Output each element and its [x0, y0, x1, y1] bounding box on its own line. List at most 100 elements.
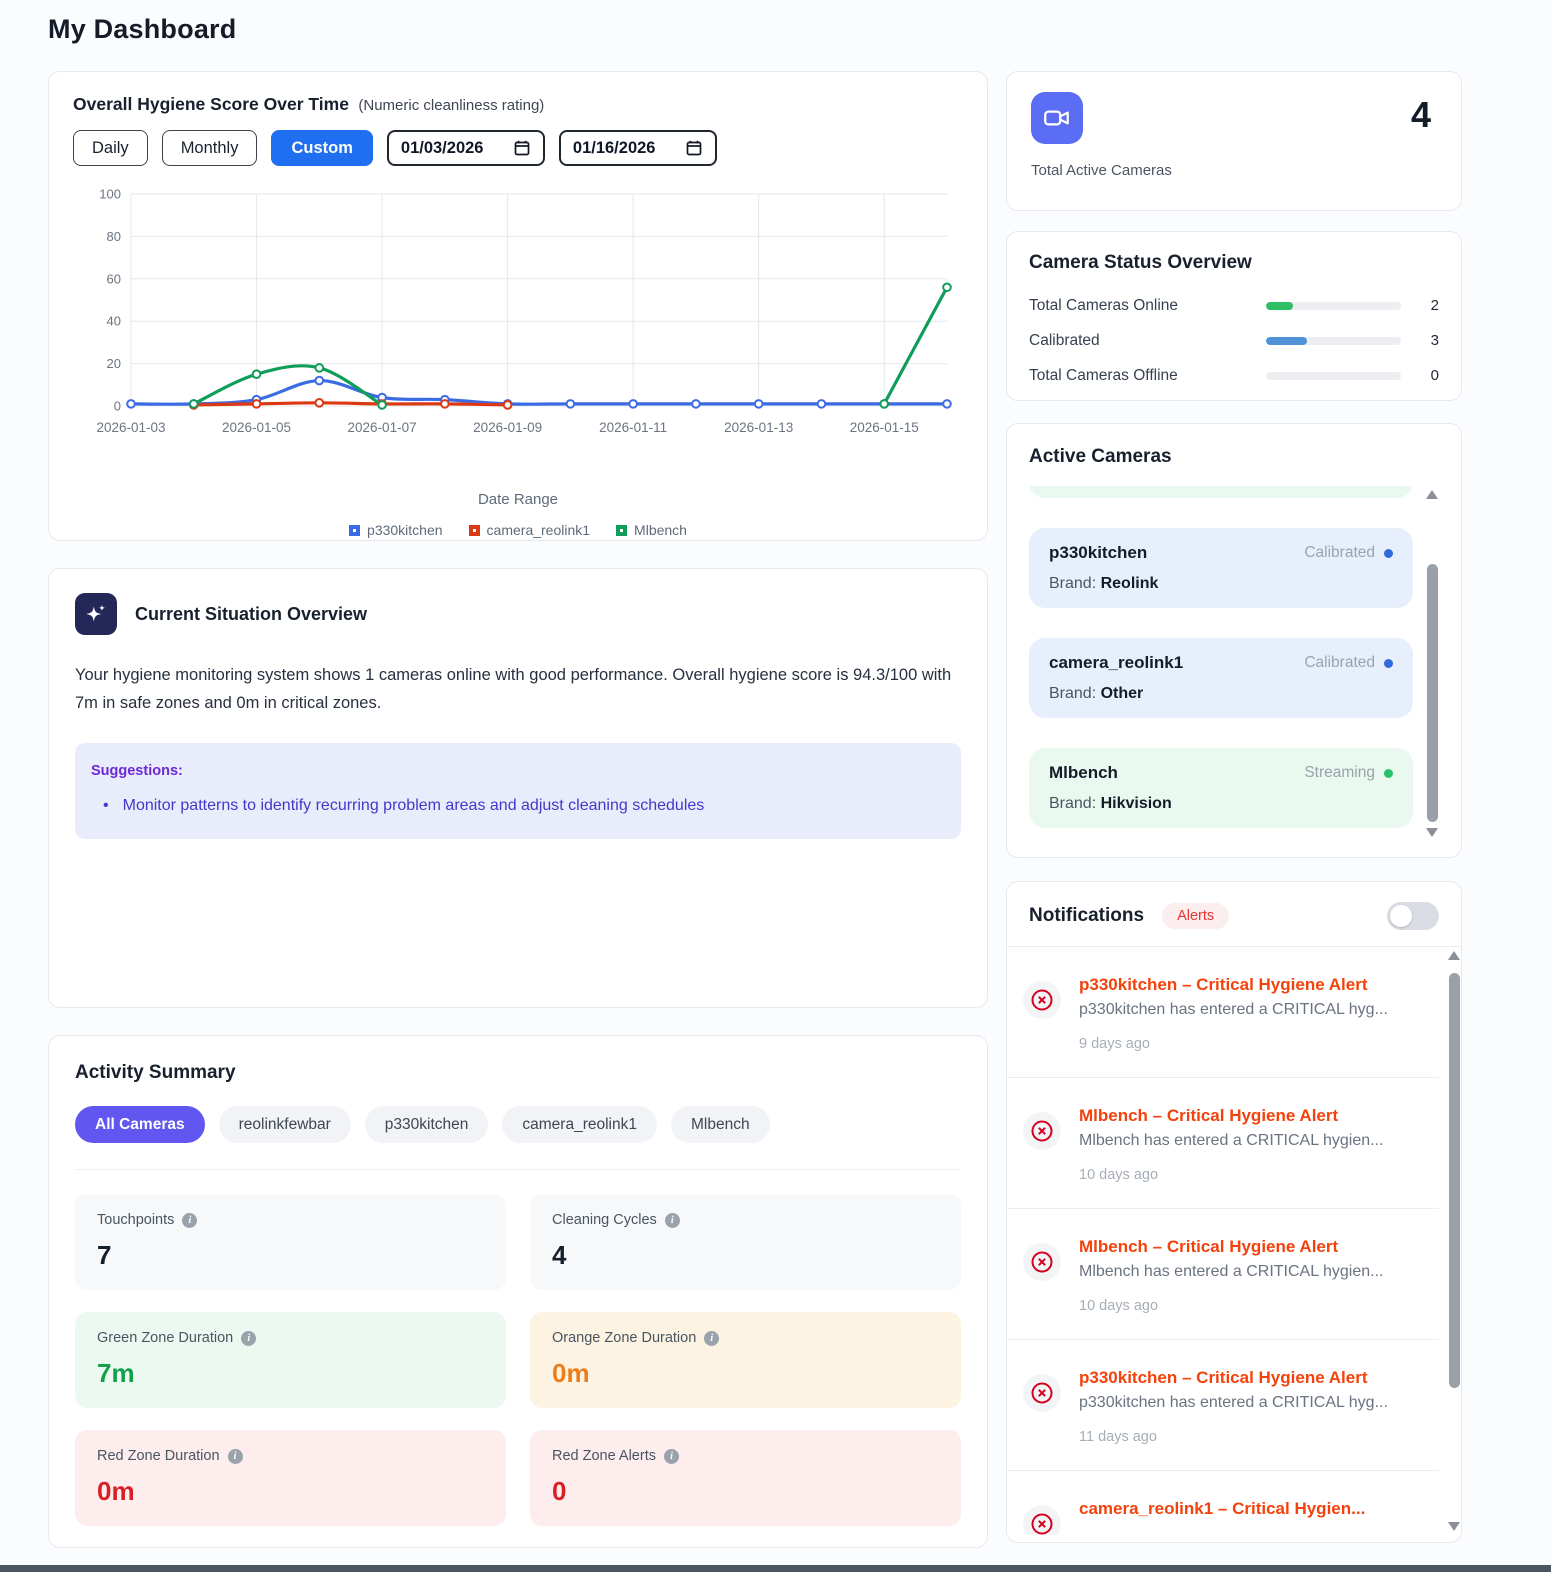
alerts-badge: Alerts: [1162, 903, 1230, 929]
camera-status: Calibrated: [1304, 654, 1393, 672]
date-to-input[interactable]: 01/16/2026: [558, 130, 717, 166]
active-cameras-title: Active Cameras: [1029, 446, 1172, 467]
stat-box: Red Zone Alerts i 0: [530, 1430, 961, 1526]
legend-item: p330kitchen: [349, 522, 443, 538]
camera-status-card: Camera Status Overview Total Cameras Onl…: [1006, 231, 1462, 401]
camera-list-item[interactable]: camera_reolink1 Calibrated Brand: Other: [1029, 638, 1413, 718]
info-icon[interactable]: i: [664, 1212, 680, 1228]
total-cameras-label: Total Active Cameras: [1031, 162, 1172, 179]
brand-value: Hikvision: [1100, 795, 1172, 812]
legend-swatch-icon: [349, 524, 361, 536]
svg-text:2026-01-11: 2026-01-11: [599, 420, 667, 435]
stat-label-text: Red Zone Alerts: [552, 1448, 656, 1464]
active-cameras-list: p330kitchen Calibrated Brand: Reolink camer…: [1029, 486, 1439, 841]
stat-label: Red Zone Alerts i: [552, 1448, 939, 1464]
scroll-up-arrow-icon[interactable]: [1426, 490, 1438, 499]
info-icon[interactable]: i: [241, 1330, 257, 1346]
status-dot-icon: [1384, 658, 1393, 668]
scrollbar-thumb[interactable]: [1427, 564, 1438, 822]
overview-title: Current Situation Overview: [135, 603, 368, 624]
hygiene-line-chart: 0 20 40 60 80 100 2026-01-03 2026-01-05 2026-01-…: [73, 182, 963, 487]
scrollbar-thumb[interactable]: [1449, 973, 1460, 1388]
notification-title: camera_reolink1 – Critical Hygien...: [1079, 1499, 1366, 1518]
stat-label-text: Cleaning Cycles: [552, 1212, 657, 1228]
status-row-value: 0: [1430, 367, 1439, 384]
camera-list-item[interactable]: Mlbench Streaming Brand: Hikvision: [1029, 748, 1413, 828]
notification-item[interactable]: p330kitchen – Critical Hygiene Alert p330…: [1007, 947, 1439, 1077]
info-icon[interactable]: i: [663, 1448, 679, 1464]
legend-swatch-icon: [616, 524, 628, 536]
info-icon[interactable]: i: [227, 1448, 243, 1464]
daily-button[interactable]: Daily: [73, 130, 148, 166]
camera-filter-pill[interactable]: camera_reolink1: [502, 1106, 657, 1143]
notification-timestamp: 9 days ago: [1079, 1036, 1150, 1052]
bullet-icon: •: [103, 797, 109, 814]
stat-box: Red Zone Duration i 0m: [75, 1430, 506, 1526]
camera-brand-row: Brand: Other: [1049, 685, 1393, 703]
status-row-label: Calibrated: [1029, 331, 1100, 349]
suggestions-label: Suggestions:: [91, 763, 183, 779]
stat-label-text: Red Zone Duration: [97, 1448, 220, 1464]
calendar-icon: [514, 140, 530, 156]
camera-filter-pill[interactable]: All Cameras: [75, 1106, 205, 1143]
camera-brand-row: Brand: Reolink: [1049, 575, 1393, 593]
situation-overview-card: Current Situation Overview Your hygiene …: [48, 568, 988, 1008]
activity-title: Activity Summary: [75, 1062, 236, 1083]
camera-list-item-partial[interactable]: [1029, 486, 1413, 498]
stat-label: Red Zone Duration i: [97, 1448, 484, 1464]
camera-name: Mlbench: [1049, 763, 1118, 782]
chart-legend: p330kitchen camera_reolink1 Mlbench: [73, 522, 963, 538]
date-from-input[interactable]: 01/03/2026: [386, 130, 545, 166]
camera-filter-pill[interactable]: Mlbench: [670, 1106, 770, 1143]
stat-label: Touchpoints i: [97, 1212, 484, 1228]
scroll-down-arrow-icon[interactable]: [1426, 828, 1438, 837]
camera-filter-row: All Cameras reolinkfewbar p330kitchen camer…: [75, 1106, 961, 1143]
monthly-button[interactable]: Monthly: [161, 130, 258, 166]
stats-grid: Touchpoints i 7 Cleaning Cycles i 4 Green Zone…: [75, 1194, 961, 1526]
notification-description: Mlbench has entered a CRITICAL hygien...: [1079, 1263, 1384, 1280]
notification-item[interactable]: p330kitchen – Critical Hygiene Alert p330…: [1007, 1339, 1439, 1470]
total-cameras-card: 4 Total Active Cameras: [1006, 71, 1462, 211]
chart-subtitle: (Numeric cleanliness rating): [358, 97, 545, 114]
scroll-up-arrow-icon[interactable]: [1448, 951, 1460, 960]
info-icon[interactable]: i: [704, 1330, 720, 1346]
window-edge: [0, 1565, 1551, 1572]
camera-name: p330kitchen: [1049, 543, 1148, 562]
custom-button[interactable]: Custom: [271, 130, 373, 166]
camera-status-row: Total Cameras Online 2: [1029, 288, 1439, 323]
legend-item: camera_reolink1: [468, 522, 590, 538]
chart-title: Overall Hygiene Score Over Time: [73, 94, 349, 114]
stat-box: Orange Zone Duration i 0m: [530, 1312, 961, 1408]
notification-item[interactable]: camera_reolink1 – Critical Hygien...: [1007, 1470, 1439, 1535]
cameras-scrollbar[interactable]: [1426, 486, 1439, 841]
notification-item[interactable]: Mlbench – Critical Hygiene Alert Mlbench …: [1007, 1077, 1439, 1208]
notification-item[interactable]: Mlbench – Critical Hygiene Alert Mlbench …: [1007, 1208, 1439, 1339]
status-row-value: 2: [1430, 297, 1439, 314]
range-controls: Daily Monthly Custom 01/03/2026 01/16/20…: [73, 130, 963, 166]
info-icon[interactable]: i: [182, 1212, 198, 1228]
critical-alert-icon: [1023, 981, 1061, 1019]
stat-box: Green Zone Duration i 7m: [75, 1312, 506, 1408]
notification-timestamp: 11 days ago: [1079, 1429, 1157, 1445]
camera-filter-pill[interactable]: p330kitchen: [364, 1106, 489, 1143]
notifications-scrollbar[interactable]: [1448, 947, 1461, 1535]
suggestion-text: Monitor patterns to identify recurring p…: [122, 797, 705, 814]
date-to-value: 01/16/2026: [572, 138, 656, 157]
critical-alert-icon: [1023, 1505, 1061, 1535]
svg-text:80: 80: [107, 229, 121, 244]
svg-text:60: 60: [107, 271, 121, 286]
video-camera-icon: [1031, 92, 1083, 144]
camera-filter-pill[interactable]: reolinkfewbar: [218, 1106, 351, 1143]
scroll-down-arrow-icon[interactable]: [1448, 1522, 1460, 1531]
notifications-toggle[interactable]: [1387, 902, 1439, 930]
camera-status-rows: Total Cameras Online 2 Calibrated 3 Total Ca…: [1029, 288, 1439, 393]
notification-timestamp: 10 days ago: [1079, 1298, 1159, 1314]
brand-label: Brand:: [1049, 795, 1101, 812]
stat-label-text: Orange Zone Duration: [552, 1330, 697, 1346]
status-progress-bar: [1266, 371, 1401, 380]
camera-status-title: Camera Status Overview: [1029, 252, 1252, 273]
notification-description: Mlbench has entered a CRITICAL hygien...: [1079, 1132, 1384, 1149]
active-cameras-card: Active Cameras p330kitchen Calibrated Bran…: [1006, 423, 1462, 858]
notification-title: p330kitchen – Critical Hygiene Alert: [1079, 975, 1368, 994]
camera-list-item[interactable]: p330kitchen Calibrated Brand: Reolink: [1029, 528, 1413, 608]
